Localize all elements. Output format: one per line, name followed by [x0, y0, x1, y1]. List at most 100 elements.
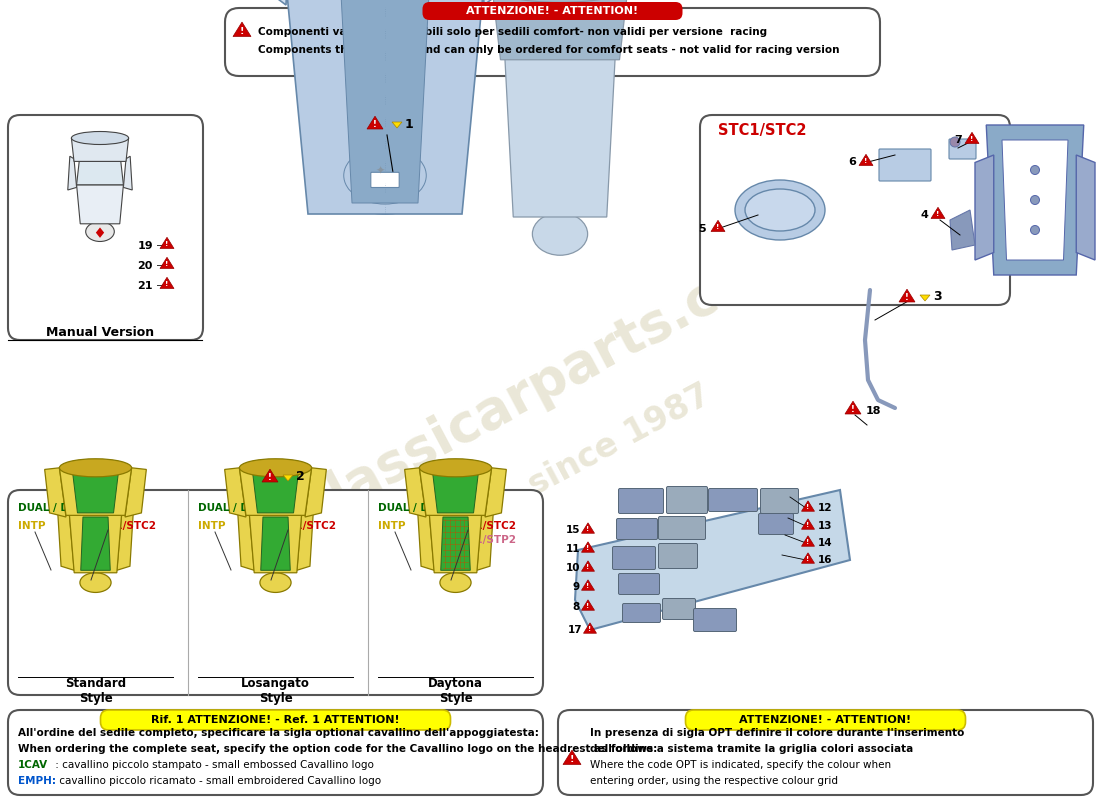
FancyBboxPatch shape: [879, 149, 931, 181]
Polygon shape: [58, 513, 74, 570]
Text: DUAL / DAAL: DUAL / DAAL: [18, 503, 91, 513]
Text: STC1/STC2: STC1/STC2: [718, 122, 806, 138]
Polygon shape: [432, 472, 478, 513]
Text: Daytona
Style: Daytona Style: [428, 677, 483, 705]
Polygon shape: [582, 561, 594, 571]
Polygon shape: [392, 122, 402, 128]
Polygon shape: [77, 162, 123, 185]
Text: When ordering the complete seat, specify the option code for the Cavallino logo : When ordering the complete seat, specify…: [18, 744, 658, 754]
Polygon shape: [250, 513, 301, 573]
Polygon shape: [262, 469, 278, 482]
Polygon shape: [492, 0, 628, 60]
FancyBboxPatch shape: [226, 8, 880, 76]
Polygon shape: [160, 238, 174, 249]
FancyBboxPatch shape: [623, 603, 660, 622]
Text: !: !: [586, 546, 590, 551]
Text: !: !: [970, 136, 974, 142]
Text: Standard
Style: Standard Style: [65, 677, 126, 705]
Ellipse shape: [440, 573, 471, 593]
FancyBboxPatch shape: [616, 518, 658, 539]
Polygon shape: [920, 295, 929, 301]
Polygon shape: [582, 580, 594, 590]
Polygon shape: [418, 513, 434, 570]
Ellipse shape: [80, 573, 111, 593]
Polygon shape: [478, 0, 528, 5]
Text: !: !: [586, 583, 590, 590]
Ellipse shape: [260, 573, 292, 593]
Text: 13: 13: [818, 521, 833, 531]
FancyBboxPatch shape: [371, 172, 399, 187]
FancyBboxPatch shape: [100, 710, 451, 730]
FancyBboxPatch shape: [618, 574, 660, 594]
Text: DUAL / DAAL: DUAL / DAAL: [198, 503, 272, 513]
Polygon shape: [563, 750, 581, 765]
Polygon shape: [286, 0, 484, 214]
Text: INTP: INTP: [198, 521, 226, 531]
FancyBboxPatch shape: [659, 517, 705, 539]
FancyBboxPatch shape: [667, 486, 707, 514]
Polygon shape: [160, 278, 174, 289]
Polygon shape: [429, 513, 482, 573]
Text: 4: 4: [920, 210, 928, 220]
Text: STC1/STC2: STC1/STC2: [453, 521, 516, 531]
Text: dell'ordine a sistema tramite la griglia colori associata: dell'ordine a sistema tramite la griglia…: [590, 744, 913, 754]
Polygon shape: [441, 517, 471, 570]
Polygon shape: [68, 156, 77, 190]
FancyBboxPatch shape: [8, 710, 543, 795]
Text: !: !: [165, 262, 168, 267]
Ellipse shape: [240, 458, 311, 477]
FancyBboxPatch shape: [662, 598, 695, 619]
Circle shape: [1031, 226, 1040, 234]
Circle shape: [1031, 195, 1040, 205]
Polygon shape: [305, 468, 327, 517]
Text: cavallino piccolo ricamato - small embroidered Cavallino logo: cavallino piccolo ricamato - small embro…: [56, 776, 381, 786]
Polygon shape: [802, 519, 814, 530]
Text: !: !: [936, 211, 939, 218]
Polygon shape: [69, 513, 122, 573]
Text: !: !: [570, 754, 574, 763]
Text: classicarparts.com: classicarparts.com: [293, 226, 807, 534]
Text: 1: 1: [405, 118, 414, 130]
Text: 5: 5: [698, 224, 706, 234]
Polygon shape: [261, 517, 290, 570]
Polygon shape: [582, 523, 594, 534]
Polygon shape: [802, 536, 814, 546]
Polygon shape: [125, 468, 146, 517]
Text: entering order, using the respective colour grid: entering order, using the respective col…: [590, 776, 838, 786]
Polygon shape: [405, 468, 426, 517]
Polygon shape: [238, 513, 254, 570]
Polygon shape: [859, 154, 873, 166]
Polygon shape: [476, 513, 493, 570]
Ellipse shape: [492, 0, 628, 2]
Text: !: !: [165, 282, 168, 287]
Polygon shape: [419, 468, 492, 515]
Text: 6: 6: [848, 157, 856, 167]
Polygon shape: [253, 472, 298, 513]
Text: STC1/STC2: STC1/STC2: [273, 521, 336, 531]
Polygon shape: [160, 258, 174, 269]
Ellipse shape: [532, 213, 587, 255]
Polygon shape: [582, 600, 594, 610]
Polygon shape: [77, 185, 123, 224]
Polygon shape: [505, 55, 615, 217]
Text: 2: 2: [296, 470, 305, 483]
Text: 20: 20: [138, 261, 153, 271]
Ellipse shape: [419, 458, 492, 477]
Text: !: !: [240, 26, 244, 35]
Text: Componenti validi ed ordinabili solo per sedili comfort- non validi per versione: Componenti validi ed ordinabili solo per…: [258, 27, 767, 37]
Polygon shape: [96, 227, 104, 238]
Text: !: !: [373, 120, 377, 129]
Text: !: !: [165, 242, 168, 247]
Text: 7: 7: [955, 135, 962, 145]
FancyBboxPatch shape: [618, 489, 663, 514]
FancyBboxPatch shape: [760, 489, 799, 514]
Text: Manual Version: Manual Version: [46, 326, 154, 338]
Text: Losangato
Style: Losangato Style: [241, 677, 310, 705]
FancyBboxPatch shape: [759, 514, 793, 534]
Polygon shape: [485, 468, 506, 517]
Text: 8: 8: [573, 602, 580, 612]
Text: INTP: INTP: [378, 521, 406, 531]
Text: !: !: [806, 539, 810, 546]
Text: 9: 9: [573, 582, 580, 592]
Ellipse shape: [735, 180, 825, 240]
